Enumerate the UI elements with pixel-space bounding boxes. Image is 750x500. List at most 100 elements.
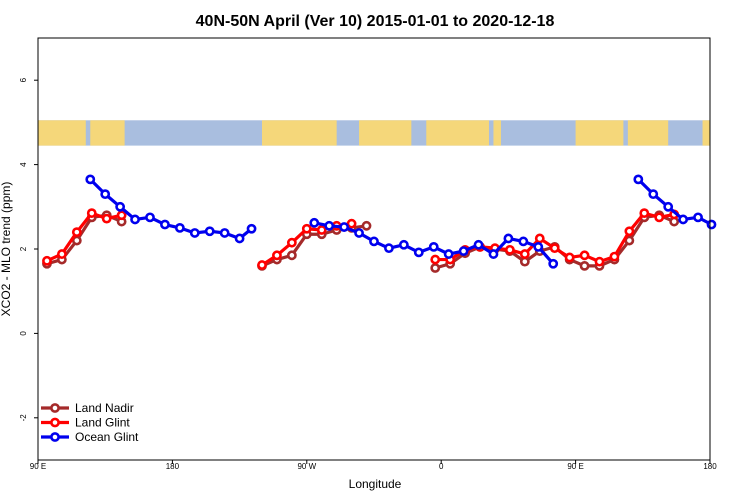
x-axis-label: Longitude: [349, 477, 402, 491]
data-point: [430, 263, 441, 273]
data-point: [42, 255, 52, 266]
legend-marker: [50, 417, 60, 428]
y-axis-label: XCO2 - MLO trend (ppm): [0, 182, 13, 317]
map-land: [627, 120, 669, 146]
map-land: [493, 120, 501, 146]
data-point: [473, 239, 484, 250]
data-point: [257, 260, 267, 270]
legend-item: Land Glint: [41, 416, 130, 430]
data-point: [56, 249, 67, 259]
y-tick-label: 6: [19, 77, 28, 82]
data-point: [518, 236, 529, 247]
series-layer: [42, 174, 717, 273]
data-point: [324, 220, 335, 231]
data-point: [430, 254, 441, 265]
data-point: [85, 174, 96, 185]
x-tick-label: 180: [703, 462, 717, 471]
data-point: [488, 249, 499, 259]
data-point: [594, 256, 605, 267]
legend-label: Land Nadir: [75, 401, 134, 415]
x-tick-label: 90 W: [297, 462, 316, 471]
map-land: [90, 120, 125, 146]
data-point: [384, 243, 394, 254]
data-point: [639, 208, 650, 219]
data-point: [189, 228, 200, 238]
chart-title: 40N-50N April (Ver 10) 2015-01-01 to 202…: [196, 13, 555, 30]
map-land: [38, 120, 86, 146]
data-point: [519, 249, 530, 259]
x-tick-label: 180: [166, 462, 180, 471]
map-land: [702, 120, 710, 146]
legend-label: Ocean Glint: [75, 430, 139, 444]
data-point: [458, 246, 469, 257]
data-point: [693, 212, 703, 223]
data-point: [160, 219, 170, 230]
data-point: [272, 250, 282, 261]
data-point: [428, 241, 439, 252]
data-point: [174, 222, 185, 233]
y-tick-label: -2: [19, 414, 28, 422]
data-point: [116, 210, 127, 221]
data-point: [204, 226, 215, 237]
data-point: [286, 250, 297, 261]
map-land: [359, 120, 412, 146]
data-point: [301, 223, 312, 234]
data-point: [101, 213, 112, 224]
map-land: [426, 120, 489, 146]
map-land: [262, 120, 337, 146]
legend-item: Ocean Glint: [41, 430, 139, 444]
data-point: [145, 212, 155, 223]
y-axis: -2 0 2 4 6: [19, 77, 38, 421]
data-point: [309, 217, 320, 228]
data-point: [579, 260, 590, 271]
data-point: [549, 243, 560, 254]
data-point: [678, 214, 689, 225]
y-tick-label: 4: [19, 162, 28, 167]
y-tick-label: 2: [19, 246, 28, 251]
data-point: [398, 239, 409, 250]
plot-frame: [37, 37, 711, 461]
data-point: [624, 226, 635, 237]
legend-marker: [50, 403, 60, 413]
data-point: [246, 223, 257, 234]
data-point: [71, 227, 82, 238]
data-point: [316, 225, 327, 235]
x-tick-label: 90 E: [567, 462, 583, 471]
series-ocean-glint: [85, 174, 717, 269]
data-point: [346, 218, 357, 229]
data-point: [706, 219, 717, 230]
data-point: [130, 214, 140, 225]
data-point: [413, 247, 424, 258]
y-tick-label: 0: [19, 331, 28, 336]
data-point: [624, 235, 635, 246]
data-point: [369, 236, 379, 247]
world-map-strip: [38, 120, 710, 146]
data-point: [443, 249, 454, 259]
data-point: [100, 189, 111, 200]
data-point: [648, 189, 659, 200]
data-point: [504, 244, 515, 255]
data-point: [654, 212, 665, 223]
data-point: [234, 233, 245, 244]
data-point: [354, 228, 364, 238]
data-point: [115, 201, 126, 212]
data-point: [609, 251, 620, 262]
data-point: [219, 228, 230, 238]
legend-label: Land Glint: [75, 416, 130, 430]
data-point: [663, 201, 674, 212]
data-point: [533, 241, 544, 252]
data-point: [519, 256, 530, 267]
data-point: [633, 174, 644, 185]
data-point: [534, 233, 545, 244]
legend-item: Land Nadir: [41, 401, 134, 415]
map-land: [575, 120, 624, 146]
data-point: [564, 252, 575, 263]
data-point: [548, 258, 559, 269]
data-point: [503, 233, 514, 244]
x-axis: 90 E 180 90 W 0 90 E 180: [30, 460, 717, 471]
series-line: [435, 211, 675, 264]
data-point: [579, 250, 590, 261]
x-tick-label: 0: [439, 462, 444, 471]
